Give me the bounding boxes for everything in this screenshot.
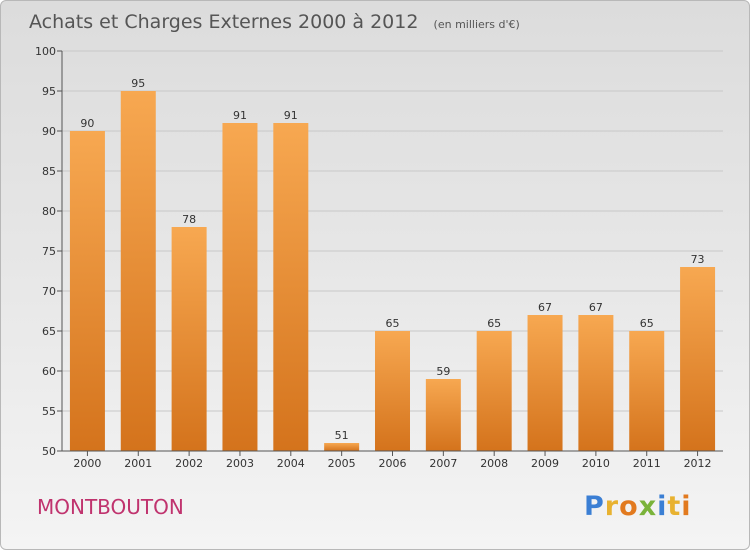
commune-name: MONTBOUTON [37, 495, 184, 519]
value-label: 90 [80, 117, 94, 130]
value-label: 67 [538, 301, 552, 314]
bar-2009 [527, 315, 563, 451]
value-label: 65 [487, 317, 501, 330]
bars: 90 95 78 91 91 51 65 59 65 67 67 65 73 [69, 77, 716, 451]
y-tick-label: 60 [42, 365, 56, 378]
value-label: 65 [640, 317, 654, 330]
x-tick-label: 2011 [633, 457, 661, 470]
value-label: 95 [131, 77, 145, 90]
x-tick-label: 2010 [582, 457, 610, 470]
logo-letter: i [681, 491, 692, 522]
bar-2006 [375, 331, 410, 451]
y-tick-label: 55 [42, 405, 56, 418]
y-tick-label: 70 [42, 285, 56, 298]
value-label: 73 [691, 253, 705, 266]
proxiti-logo: Proxiti [584, 491, 692, 522]
bar-2011 [629, 331, 665, 451]
chart-subtitle: (en milliers d'€) [434, 18, 520, 31]
logo-letter: t [667, 491, 682, 522]
x-tick-label: 2006 [379, 457, 407, 470]
y-tick-label: 100 [35, 45, 56, 58]
value-label: 59 [436, 365, 450, 378]
bar-2000 [69, 131, 105, 451]
y-tick-label: 65 [42, 325, 56, 338]
value-label: 78 [182, 213, 196, 226]
x-tick-label: 2005 [328, 457, 356, 470]
bar-2007 [425, 379, 461, 451]
bar-2003 [222, 123, 258, 451]
y-tick-label: 80 [42, 205, 56, 218]
logo-letter: r [604, 491, 620, 522]
y-tick-label: 75 [42, 245, 56, 258]
x-tick-label: 2009 [531, 457, 559, 470]
bar-2002 [171, 227, 207, 451]
chart-title: Achats et Charges Externes 2000 à 2012 (… [29, 11, 520, 33]
value-label: 65 [386, 317, 400, 330]
logo-letter: x [638, 491, 658, 522]
value-label: 91 [233, 109, 247, 122]
bar-2004 [273, 123, 309, 451]
bar-2008 [476, 331, 512, 451]
x-tick-label: 2003 [226, 457, 254, 470]
axes: 50 55 60 65 70 75 80 85 90 95 100 2000 2001 2002 2003 2… [35, 45, 723, 470]
x-tick-label: 2000 [73, 457, 101, 470]
x-tick-label: 2004 [277, 457, 305, 470]
x-tick-label: 2012 [684, 457, 712, 470]
y-tick-label: 85 [42, 165, 56, 178]
bar-2001 [120, 91, 156, 451]
value-label: 51 [335, 429, 349, 442]
logo-letter: o [619, 491, 639, 522]
value-label: 67 [589, 301, 603, 314]
y-tick-label: 95 [42, 85, 56, 98]
x-tick-label: 2002 [175, 457, 203, 470]
y-tick-label: 50 [42, 445, 56, 458]
bar-2005 [324, 443, 360, 451]
value-label: 91 [284, 109, 298, 122]
x-tick-label: 2001 [124, 457, 152, 470]
x-tick-label: 2007 [429, 457, 457, 470]
bar-2010 [578, 315, 614, 451]
x-tick-label: 2008 [480, 457, 508, 470]
bar-2012 [680, 267, 716, 451]
logo-letter: P [584, 491, 605, 522]
y-tick-label: 90 [42, 125, 56, 138]
logo-letter: i [657, 491, 668, 522]
